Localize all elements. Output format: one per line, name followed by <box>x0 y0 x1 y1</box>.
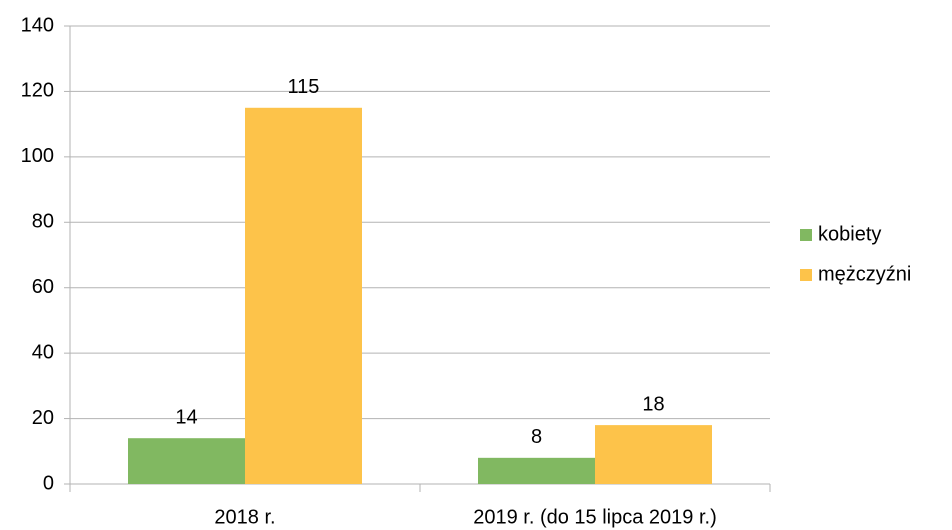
legend-swatch <box>800 269 812 281</box>
y-tick-label: 100 <box>21 145 54 167</box>
bar <box>595 425 712 484</box>
data-label: 115 <box>288 76 320 98</box>
data-label: 18 <box>642 393 664 415</box>
bar <box>478 457 595 484</box>
y-tick-label: 60 <box>32 276 54 298</box>
legend-swatch <box>800 229 812 241</box>
y-tick-label: 140 <box>21 14 54 36</box>
y-tick-label: 80 <box>32 211 54 233</box>
x-tick-label: 2019 r. (do 15 lipca 2019 r.) <box>473 506 717 528</box>
legend-label: kobiety <box>818 223 881 245</box>
data-label: 14 <box>175 406 197 428</box>
y-tick-label: 120 <box>21 80 54 102</box>
y-tick-label: 0 <box>43 472 54 494</box>
y-tick-label: 20 <box>32 407 54 429</box>
x-tick-label: 2018 r. <box>214 506 275 528</box>
data-label: 8 <box>531 426 542 448</box>
bar <box>128 438 245 484</box>
legend-label: mężczyźni <box>818 263 911 285</box>
bar <box>245 107 362 485</box>
y-tick-label: 40 <box>32 341 54 363</box>
